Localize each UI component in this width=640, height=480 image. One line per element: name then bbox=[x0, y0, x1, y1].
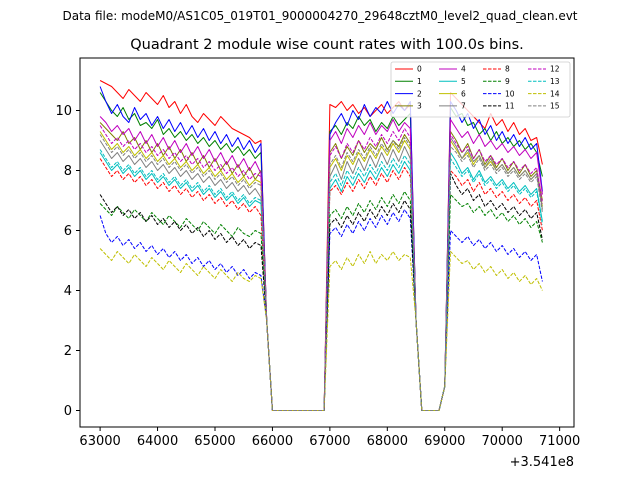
legend-label: 7 bbox=[461, 102, 466, 111]
x-tick-label: 66000 bbox=[252, 434, 293, 449]
legend-label: 1 bbox=[417, 77, 422, 86]
series-line-14 bbox=[99, 248, 543, 411]
legend-label: 13 bbox=[550, 77, 560, 86]
legend-label: 2 bbox=[417, 89, 422, 98]
legend-label: 12 bbox=[550, 65, 560, 74]
series-line-9 bbox=[99, 191, 543, 411]
legend-label: 14 bbox=[550, 89, 560, 98]
y-tick-label: 0 bbox=[64, 404, 72, 419]
x-tick-label: 64000 bbox=[137, 434, 178, 449]
legend-box bbox=[390, 61, 571, 118]
y-tick-label: 4 bbox=[64, 284, 72, 299]
legend-label: 5 bbox=[461, 77, 466, 86]
x-tick-label: 71000 bbox=[539, 434, 580, 449]
chart-suptitle: Data file: modeM0/AS1C05_019T01_90000042… bbox=[62, 9, 577, 23]
x-axis: 63000 64000 65000 66000 67000 68000 69000 70000… bbox=[79, 427, 580, 449]
y-tick-label: 6 bbox=[64, 224, 72, 239]
y-tick-label: 10 bbox=[55, 104, 72, 119]
legend-label: 6 bbox=[461, 89, 466, 98]
legend-label: 11 bbox=[505, 102, 515, 111]
legend-label: 9 bbox=[505, 77, 510, 86]
x-tick-label: 67000 bbox=[309, 434, 350, 449]
legend-label: 10 bbox=[505, 89, 515, 98]
x-offset-label: +3.541e8 bbox=[510, 455, 574, 470]
x-tick-label: 65000 bbox=[194, 434, 235, 449]
x-tick-label: 70000 bbox=[482, 434, 523, 449]
x-tick-label: 69000 bbox=[424, 434, 465, 449]
x-tick-label: 63000 bbox=[79, 434, 120, 449]
legend-label: 0 bbox=[417, 65, 422, 74]
chart-title: Quadrant 2 module wise count rates with … bbox=[130, 37, 524, 53]
legend-label: 15 bbox=[550, 102, 560, 111]
legend-label: 8 bbox=[505, 65, 510, 74]
legend-label: 3 bbox=[417, 102, 422, 111]
series-line-15 bbox=[99, 134, 543, 411]
legend-label: 4 bbox=[461, 65, 466, 74]
y-tick-label: 2 bbox=[64, 344, 72, 359]
y-tick-label: 8 bbox=[64, 164, 72, 179]
axes-frame bbox=[79, 57, 575, 428]
x-tick-label: 68000 bbox=[367, 434, 408, 449]
y-axis: 0 2 4 6 8 10 bbox=[55, 104, 80, 419]
plot-lines bbox=[99, 80, 543, 411]
